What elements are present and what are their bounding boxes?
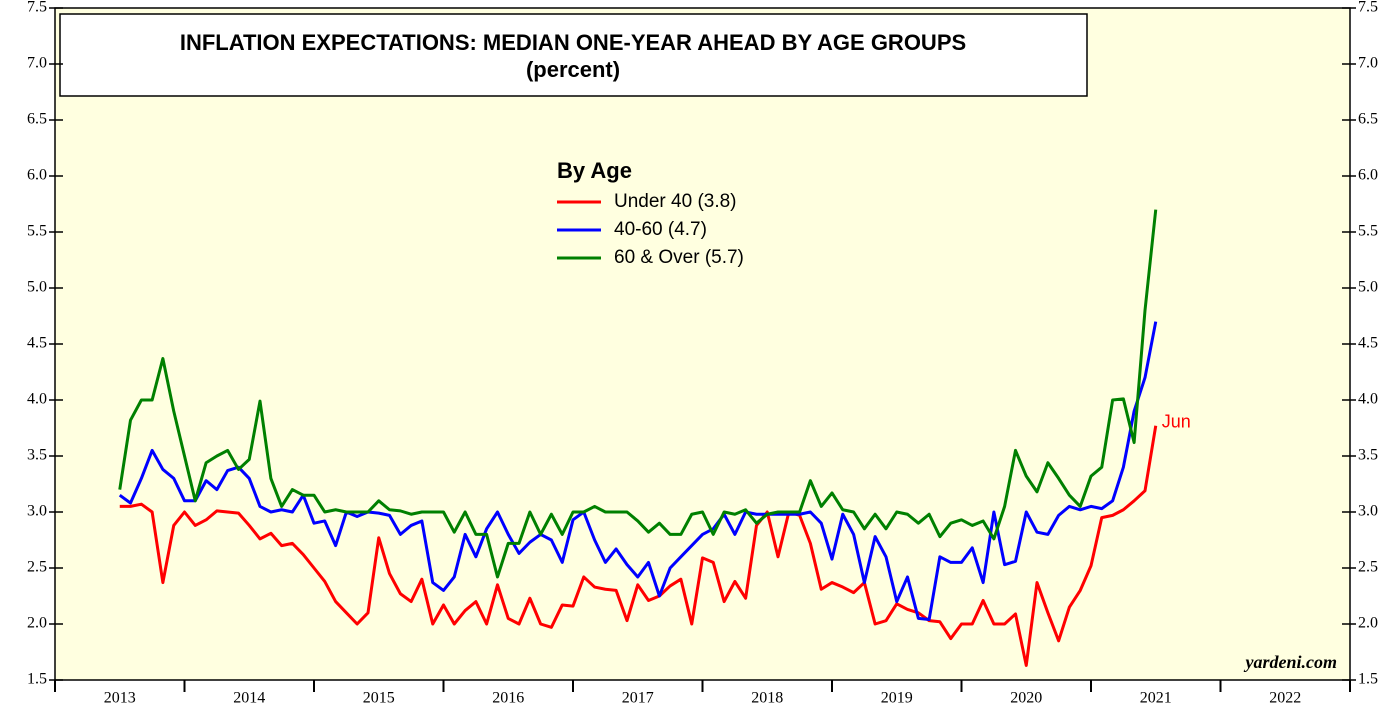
x-tick-label: 2016 xyxy=(492,690,524,707)
chart-subtitle: (percent) xyxy=(526,57,620,82)
y2-tick-label: 6.5 xyxy=(1358,111,1378,128)
y-tick-label: 2.5 xyxy=(27,559,47,576)
x-tick-label: 2017 xyxy=(622,690,654,707)
series-line xyxy=(119,425,1158,667)
annotation: Jun xyxy=(1162,412,1191,432)
x-tick-label: 2014 xyxy=(233,690,265,707)
y2-tick-label: 4.0 xyxy=(1358,391,1378,408)
series-line xyxy=(118,209,1158,579)
source: yardeni.com xyxy=(1244,652,1338,672)
y-tick-label: 5.5 xyxy=(27,223,47,240)
x-tick-label: 2013 xyxy=(104,690,136,707)
plot-area xyxy=(54,7,1351,681)
x-tick-label: 2018 xyxy=(751,690,783,707)
x-tick-label: 2021 xyxy=(1140,690,1172,707)
y2-tick-label: 2.5 xyxy=(1358,559,1378,576)
y2-tick-label: 3.5 xyxy=(1358,447,1378,464)
series-line xyxy=(118,321,1158,622)
y2-tick-label: 6.0 xyxy=(1358,167,1378,184)
y-tick-label: 7.5 xyxy=(27,0,47,16)
y-tick-label: 6.0 xyxy=(27,167,47,184)
y-tick-label: 5.0 xyxy=(27,279,47,296)
chart-title: INFLATION EXPECTATIONS: MEDIAN ONE-YEAR … xyxy=(180,30,966,55)
legend-label: Under 40 (3.8) xyxy=(614,191,737,212)
y-tick-label: 3.0 xyxy=(27,503,47,520)
legend-label: 40-60 (4.7) xyxy=(614,219,707,240)
y-tick-label: 1.5 xyxy=(27,671,47,688)
x-tick-label: 2015 xyxy=(363,690,395,707)
x-tick-label: 2019 xyxy=(881,690,913,707)
legend-label: 60 & Over (5.7) xyxy=(614,247,744,268)
y-tick-label: 4.0 xyxy=(27,391,47,408)
x-tick-label: 2020 xyxy=(1010,690,1042,707)
legend-title: By Age xyxy=(557,158,632,183)
y-tick-label: 6.5 xyxy=(27,111,47,128)
x-tick-label: 2022 xyxy=(1269,690,1301,707)
y2-tick-label: 4.5 xyxy=(1358,335,1378,352)
title-box xyxy=(59,13,1088,97)
y-tick-label: 2.0 xyxy=(27,615,47,632)
y2-tick-label: 2.0 xyxy=(1358,615,1378,632)
y2-tick-label: 5.0 xyxy=(1358,279,1378,296)
y2-tick-label: 7.0 xyxy=(1358,55,1378,72)
y2-tick-label: 5.5 xyxy=(1358,223,1378,240)
y-tick-label: 7.0 xyxy=(27,55,47,72)
y2-tick-label: 7.5 xyxy=(1358,0,1378,16)
y-tick-label: 3.5 xyxy=(27,447,47,464)
y-tick-label: 4.5 xyxy=(27,335,47,352)
y2-tick-label: 1.5 xyxy=(1358,671,1378,688)
y2-tick-label: 3.0 xyxy=(1358,503,1378,520)
